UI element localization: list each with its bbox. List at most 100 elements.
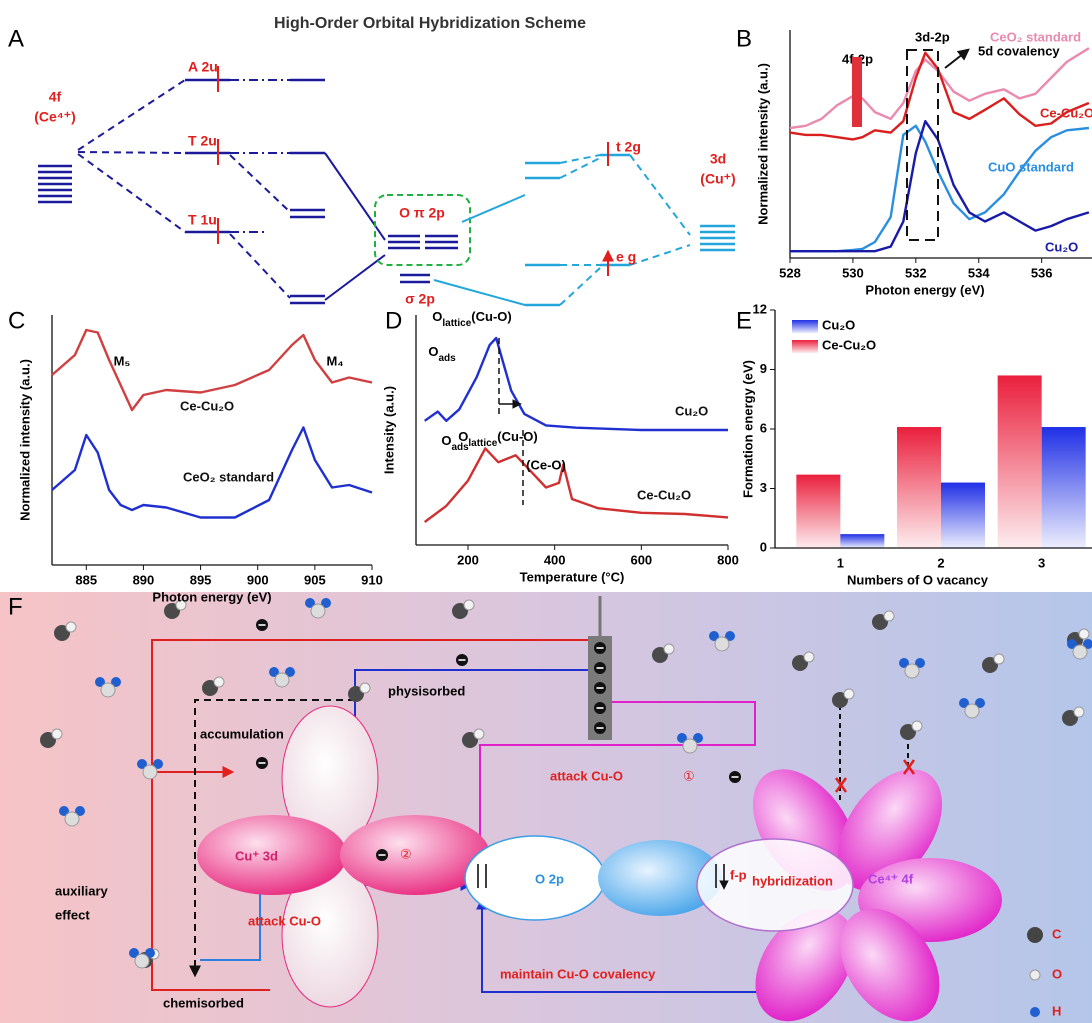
x-tick-label: 910 [361, 572, 383, 587]
scheme-label: H [1052, 1003, 1061, 1018]
block-mark [834, 759, 916, 793]
label-base: O [458, 429, 468, 444]
panel-label: C [8, 307, 25, 334]
legend-label: Cu₂O [822, 317, 855, 332]
ce-orbital [696, 769, 1002, 1022]
hydrogen [677, 733, 687, 743]
oxygen [663, 643, 675, 655]
scheme-label: hybridization [752, 873, 833, 888]
scheme-a: A High-Order Orbital Hybridization Schem… [8, 15, 736, 306]
hydrogen [305, 598, 315, 608]
ce-levels [38, 164, 72, 204]
center [682, 738, 698, 754]
y-axis-label: Formation energy (eV) [740, 360, 755, 498]
oxygen [359, 682, 371, 694]
center [964, 703, 980, 719]
bar [941, 482, 985, 548]
scheme-label: attack Cu-O [248, 913, 321, 928]
panel-label: A [8, 25, 24, 52]
annotation: Oads [428, 344, 456, 364]
series-label: CeO₂ standard [183, 469, 274, 484]
scheme-label: auxiliary [55, 883, 109, 898]
center [142, 764, 158, 780]
hydrogen [321, 598, 331, 608]
center [134, 953, 150, 969]
electrons [256, 619, 741, 861]
legend-swatch [792, 320, 818, 333]
scheme-label: ① [683, 768, 695, 783]
series-line [51, 328, 373, 412]
oxygen [213, 676, 225, 688]
panel-label: D [385, 307, 402, 334]
scheme-label: physisorbed [388, 683, 465, 698]
hydrogen [129, 948, 139, 958]
series-label: Ce-Cu₂O [637, 487, 691, 502]
x-tick-label: 532 [905, 265, 927, 280]
oxygen [175, 599, 187, 611]
hydrogen [95, 677, 105, 687]
x-tick-label: 890 [133, 572, 155, 587]
label-base: O [428, 344, 438, 359]
hydrogen [269, 667, 279, 677]
level-label: T 2u [188, 133, 217, 149]
series-label: Cu₂O [1045, 239, 1078, 254]
hydrogen [915, 658, 925, 668]
center [904, 663, 920, 679]
series-label: Ce-Cu₂O [1040, 105, 1092, 120]
ce-orbital: 4f [49, 89, 62, 105]
hydrogen [709, 631, 719, 641]
y-axis-label: Intensity (a.u.) [381, 386, 396, 474]
oxygen [803, 651, 815, 663]
bar [1041, 427, 1086, 548]
series-label: CuO standard [988, 159, 1074, 174]
level-label: t 2g [616, 139, 641, 155]
marker-4f [852, 57, 862, 127]
bar [840, 534, 885, 548]
x-tick-label: 2 [937, 555, 944, 570]
oxygen [51, 728, 63, 740]
series-label: Cu₂O [675, 403, 708, 418]
y-tick-label: 6 [760, 420, 767, 435]
hydrogen [725, 631, 735, 641]
label-sub: lattice [468, 438, 497, 449]
y-axis-label: Normalized intensity (a.u.) [755, 63, 770, 225]
panel-label: B [736, 25, 752, 52]
series-label: Ce-Cu₂O [180, 398, 234, 413]
guide [498, 338, 524, 505]
oxygen [883, 610, 895, 622]
annotation: Oads [441, 433, 469, 453]
oxygen [911, 720, 923, 732]
legend-swatch [792, 340, 818, 353]
label-rest: (Cu-O) [497, 429, 537, 444]
oxygen [1078, 628, 1090, 640]
level-label: A 2u [188, 59, 218, 75]
y-tick-label: 9 [760, 361, 767, 376]
center [1072, 644, 1088, 660]
x-tick-label: 530 [842, 265, 864, 280]
scheme-label: f-p [730, 867, 747, 882]
scheme-label: O 2p [535, 871, 564, 886]
level-label: T 1u [188, 212, 217, 228]
scheme-label: F [8, 593, 23, 620]
x-tick-label: 200 [457, 552, 479, 567]
hydrogen [75, 806, 85, 816]
atom-legend [1027, 927, 1043, 1017]
annotation: M₅ [114, 353, 131, 368]
x-tick-label: 528 [779, 265, 801, 280]
cu-orbital: 3d [710, 151, 726, 167]
level-label: σ 2p [405, 291, 435, 307]
panel-label: E [736, 307, 752, 334]
x-tick-label: 1 [837, 555, 844, 570]
hydrogen [959, 698, 969, 708]
annotation: M₄ [326, 353, 343, 368]
series-line [789, 47, 1090, 130]
y-tick-label: 12 [753, 301, 767, 316]
scheme-label: ② [400, 846, 412, 861]
level-label: e g [616, 249, 636, 265]
y-axis-label: Normalized intensity (a.u.) [17, 359, 32, 521]
x-tick-label: 536 [1031, 265, 1053, 280]
scheme-label: Ce⁴⁺ 4f [868, 871, 914, 886]
bar [897, 427, 941, 548]
center [310, 603, 326, 619]
